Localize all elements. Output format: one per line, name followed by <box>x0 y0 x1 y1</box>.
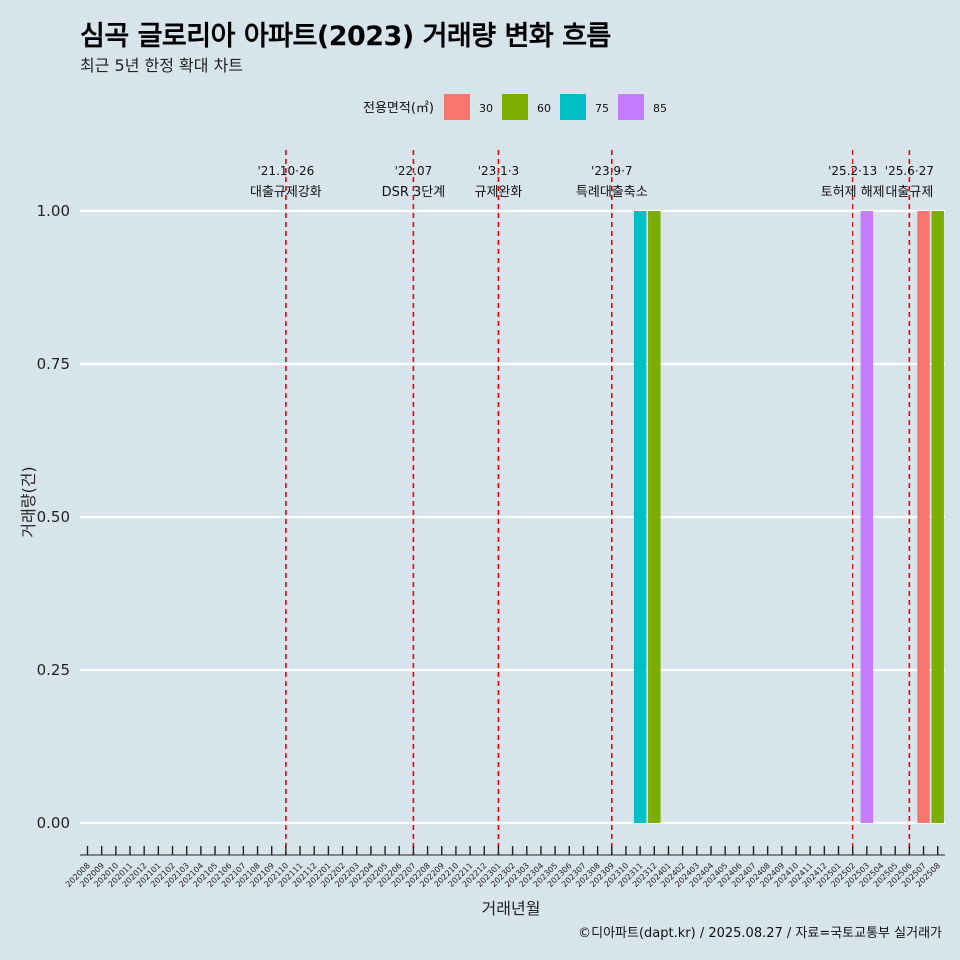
y-tick-label: 0.50 <box>37 508 70 526</box>
legend-key-60 <box>502 94 528 120</box>
bar-75-202311 <box>633 211 647 823</box>
event-label: 대출규제 <box>885 185 933 200</box>
bars <box>633 211 944 823</box>
legend-key-85 <box>618 94 644 120</box>
y-tick-label: 1.00 <box>37 202 70 220</box>
legend: 전용면적(㎡) 30 60 75 85 <box>363 94 667 120</box>
event-label: 규제완화 <box>475 185 523 200</box>
event-date: '25.2·13 <box>828 164 877 178</box>
y-tick-label: 0.25 <box>37 661 70 679</box>
bar-85-202503 <box>860 211 874 823</box>
legend-key-30 <box>444 94 470 120</box>
legend-label: 75 <box>595 102 609 115</box>
bar-30-202507 <box>917 211 930 823</box>
bar-60-202508 <box>931 211 944 823</box>
legend-label: 85 <box>653 102 667 115</box>
y-tick-label: 0.75 <box>37 355 70 373</box>
event-date: '22.07 <box>395 164 433 178</box>
grid <box>80 209 945 825</box>
chart-subtitle: 최근 5년 한정 확대 차트 <box>80 56 244 75</box>
event-label: 특례대출축소 <box>576 185 648 200</box>
event-date: '25.6·27 <box>885 164 934 178</box>
legend-label: 60 <box>537 102 551 115</box>
x-axis-title: 거래년월 <box>482 899 541 918</box>
legend-label: 30 <box>479 102 493 115</box>
legend-key-75 <box>560 94 586 120</box>
event-lines: '21.10·26 대출규제강화 '22.07 DSR 3단계 '23.1·3 규제완화 '… <box>250 150 934 855</box>
y-axis: 0.00 0.25 0.50 0.75 1.00 <box>37 202 70 832</box>
chart-title: 심곡 글로리아 아파트(2023) 거래량 변화 흐름 <box>80 21 611 52</box>
legend-title: 전용면적(㎡) <box>363 101 434 116</box>
bar-60-202312 <box>648 211 661 823</box>
y-tick-label: 0.00 <box>37 814 70 832</box>
event-label: DSR 3단계 <box>382 185 446 200</box>
source-caption: ©디아파트(dapt.kr) / 2025.08.27 / 자료=국토교통부 실… <box>578 926 942 941</box>
y-axis-title: 거래량(건) <box>19 466 38 537</box>
event-date: '23.1·3 <box>478 164 519 178</box>
event-date: '23.9·7 <box>591 164 632 178</box>
event-date: '21.10·26 <box>258 164 315 178</box>
event-label: 토허제 해제 <box>821 185 885 200</box>
event-label: 대출규제강화 <box>250 185 322 200</box>
x-axis: 2020082020092020102020112020122021012021… <box>64 846 945 889</box>
